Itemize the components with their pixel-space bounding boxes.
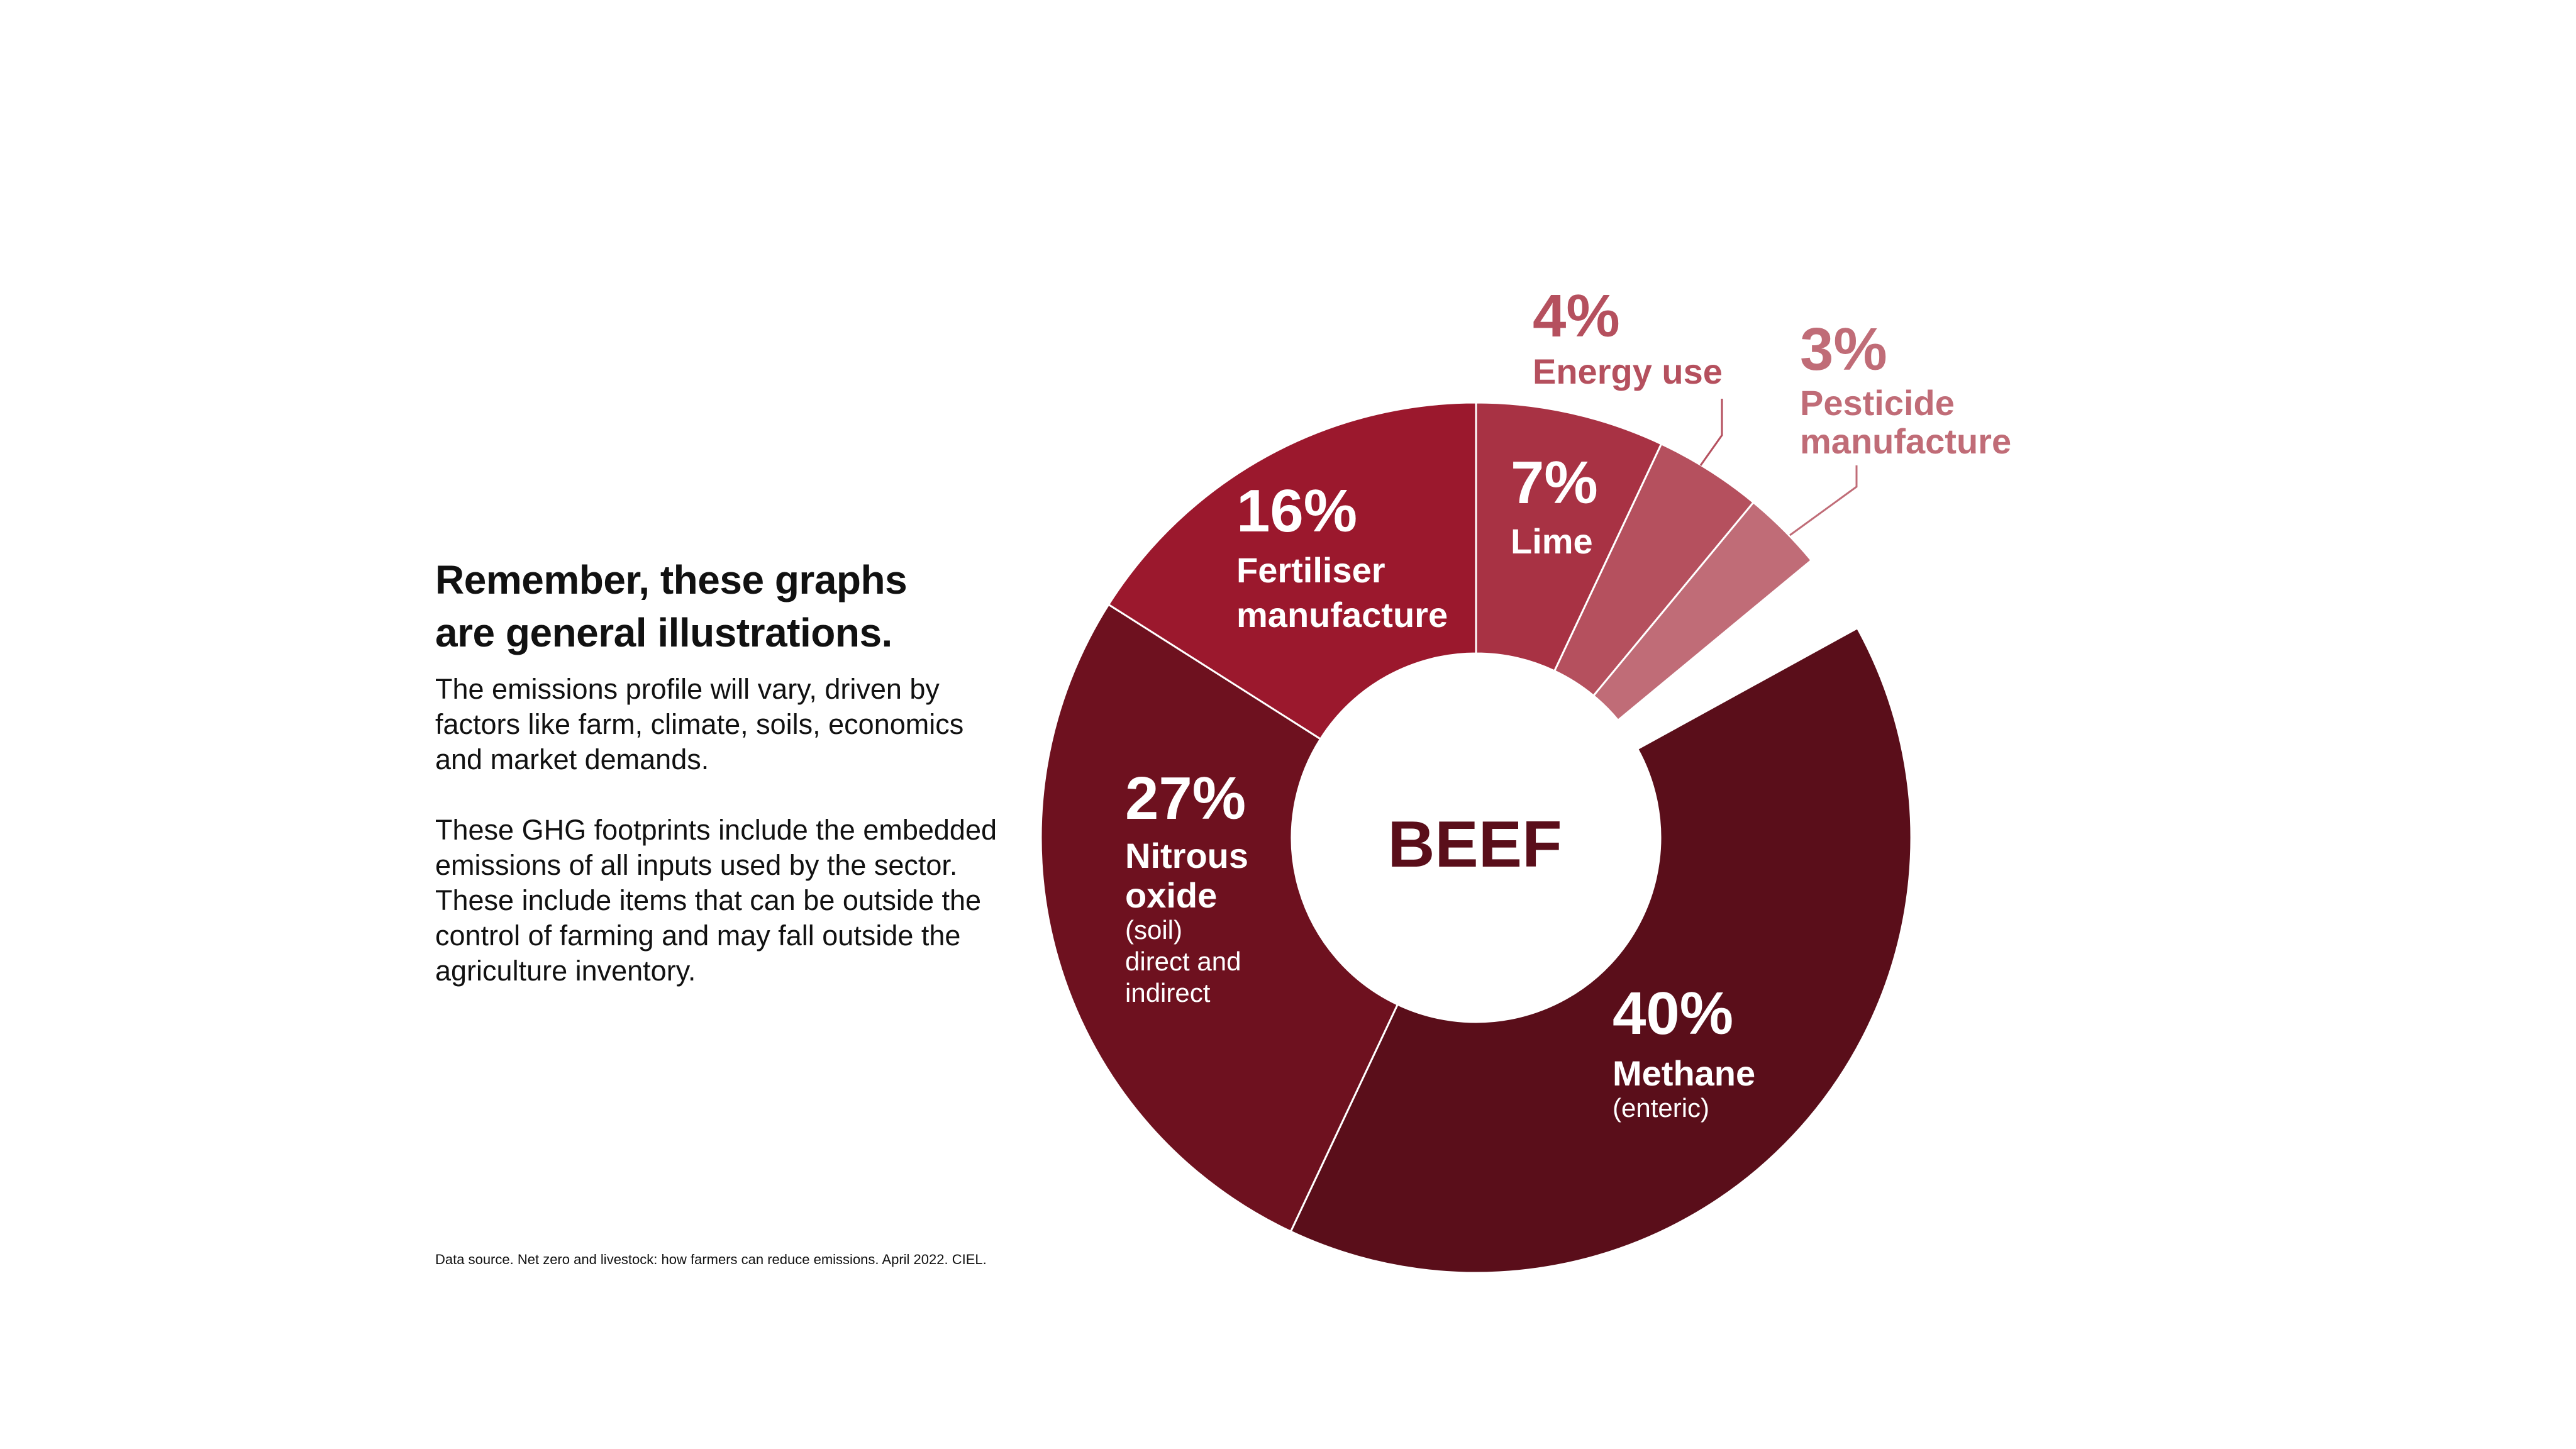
data-label-name-nitrous-oxide-soil-direct-and-indirect: oxide bbox=[1125, 875, 1217, 915]
data-label-name-pesticide-manufacture: Pesticide bbox=[1800, 383, 1955, 423]
data-label-sub-nitrous-oxide-soil-direct-and-indirect: (soil) bbox=[1125, 915, 1182, 945]
center-label-beef: BEEF bbox=[1387, 808, 1562, 881]
data-label-pct-nitrous-oxide-soil-direct-and-indirect: 27% bbox=[1125, 765, 1246, 832]
leader-line-energy-use bbox=[1699, 399, 1723, 466]
data-label-name-energy-use: Energy use bbox=[1533, 352, 1723, 391]
data-label-pct-fertiliser-manufacture: 16% bbox=[1236, 477, 1357, 545]
data-source-footnote: Data source. Net zero and livestock: how… bbox=[435, 1252, 987, 1267]
data-label-sub-nitrous-oxide-soil-direct-and-indirect: indirect bbox=[1125, 978, 1211, 1008]
slice-methane-enteric bbox=[1289, 626, 1913, 1274]
data-label-pct-methane-enteric: 40% bbox=[1613, 980, 1733, 1047]
slice-nitrous-oxide-soil-direct-and-indirect bbox=[1040, 603, 1399, 1233]
heading-line-2: are general illustrations. bbox=[435, 610, 892, 655]
slice-fertiliser-manufacture bbox=[1107, 401, 1477, 741]
data-label-name-fertiliser-manufacture: manufacture bbox=[1236, 595, 1448, 635]
slice-pesticide-manufacture bbox=[1592, 501, 1813, 722]
paragraph-footprints: These GHG footprints include the embedde… bbox=[435, 814, 997, 987]
data-label-pct-lime: 7% bbox=[1511, 449, 1598, 516]
data-label-sub-methane-enteric: (enteric) bbox=[1613, 1093, 1709, 1123]
heading: Remember, these graphs are general illus… bbox=[435, 553, 1001, 659]
data-label-sub-nitrous-oxide-soil-direct-and-indirect: direct and bbox=[1125, 947, 1241, 976]
leader-line-pesticide bbox=[1789, 465, 1858, 536]
data-label-name-lime: Lime bbox=[1511, 521, 1593, 561]
data-label-pct-energy-use: 4% bbox=[1533, 282, 1620, 350]
data-label-pct-pesticide-manufacture: 3% bbox=[1800, 316, 1887, 383]
data-label-name-methane-enteric: Methane bbox=[1613, 1053, 1755, 1093]
paragraph-variation: The emissions profile will vary, driven … bbox=[435, 673, 964, 775]
data-label-name-fertiliser-manufacture: Fertiliser bbox=[1236, 550, 1385, 590]
data-label-name-pesticide-manufacture: manufacture bbox=[1800, 421, 2011, 461]
data-label-name-nitrous-oxide-soil-direct-and-indirect: Nitrous bbox=[1125, 836, 1248, 875]
explanation-panel: Remember, these graphs are general illus… bbox=[435, 553, 1001, 1024]
heading-line-1: Remember, these graphs bbox=[435, 557, 908, 602]
